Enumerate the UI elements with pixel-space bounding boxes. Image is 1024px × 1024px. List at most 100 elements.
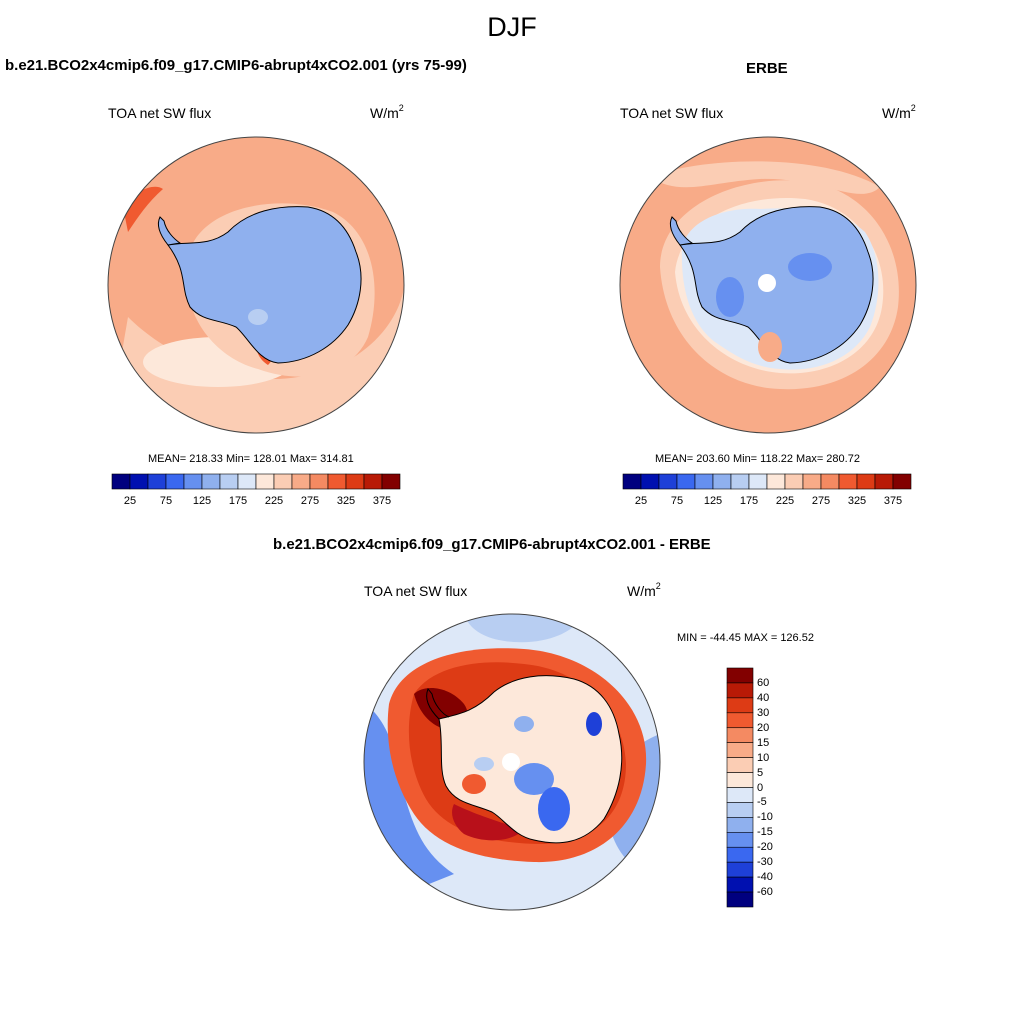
panel2-variable-label: TOA net SW flux <box>620 105 724 121</box>
panel2-units-base: W/m <box>882 105 911 121</box>
panel3-units-exp: 2 <box>655 581 661 591</box>
panel1-colorbar-ticks: 25 75 125 175 225 275 325 375 <box>112 495 400 509</box>
colorbar-tick-label: -15 <box>757 826 773 839</box>
panel2-peninsula <box>669 216 694 246</box>
panel3-antarctica-field <box>439 675 622 843</box>
colorbar-box <box>726 802 754 818</box>
colorbar-box <box>820 473 840 490</box>
colorbar-box <box>726 861 754 878</box>
colorbar-tick-label: 10 <box>757 751 770 764</box>
colorbar-tick-label: 125 <box>192 495 212 507</box>
panel2-orange-patch <box>758 332 782 362</box>
panel1-pale-patch <box>248 309 268 325</box>
panel2-polar-map <box>619 136 917 434</box>
panel3-pole-missing <box>502 753 520 771</box>
colorbar-tick-label: 225 <box>775 495 795 507</box>
colorbar-tick-label: 275 <box>300 495 320 507</box>
colorbar-tick-label: 275 <box>811 495 831 507</box>
panel2-blue-patch <box>788 253 832 281</box>
colorbar-tick-label: 325 <box>847 495 867 507</box>
colorbar-box <box>255 473 275 490</box>
panel1-units-base: W/m <box>370 105 399 121</box>
colorbar-box <box>219 473 239 490</box>
colorbar-box <box>363 473 383 490</box>
colorbar-box <box>726 697 754 714</box>
panel3-pale-north <box>464 614 584 643</box>
panel3-peninsula-coast <box>426 688 450 720</box>
colorbar-tick-label: 5 <box>757 766 764 779</box>
panel1-light-band <box>108 287 404 433</box>
colorbar-box <box>730 473 750 490</box>
colorbar-box <box>129 473 149 490</box>
panel1-stats: MEAN= 218.33 Min= 128.01 Max= 314.81 <box>148 453 354 465</box>
panel2-blue-patch <box>716 277 744 317</box>
colorbar-tick-label: 25 <box>634 495 648 507</box>
colorbar-box <box>726 832 754 848</box>
colorbar-box <box>874 473 894 490</box>
colorbar-box <box>381 473 401 490</box>
colorbar-box <box>183 473 203 490</box>
colorbar-box <box>291 473 311 490</box>
panel3-minmax: MIN = -44.45 MAX = 126.52 <box>677 632 814 644</box>
colorbar-box <box>892 473 912 490</box>
colorbar-box <box>694 473 714 490</box>
panel3-red-patch <box>462 774 486 794</box>
panel3-blue-patch <box>514 763 554 795</box>
colorbar-tick-label: 175 <box>739 495 759 507</box>
panel1-variable-label: TOA net SW flux <box>108 105 212 121</box>
colorbar-box <box>726 757 754 773</box>
colorbar-box <box>147 473 167 490</box>
colorbar-tick-label: -60 <box>757 886 773 899</box>
panel3-blue-patch <box>474 757 494 771</box>
colorbar-box <box>345 473 365 490</box>
panel2-stats: MEAN= 203.60 Min= 118.22 Max= 280.72 <box>655 453 860 465</box>
colorbar-box <box>726 712 754 729</box>
panel3-blue-patch <box>514 716 534 732</box>
colorbar-box <box>726 891 754 908</box>
colorbar-box <box>712 473 732 490</box>
colorbar-box <box>237 473 257 490</box>
colorbar-tick-label: -40 <box>757 871 773 884</box>
colorbar-tick-label: -10 <box>757 811 773 824</box>
colorbar-box <box>622 473 642 490</box>
panel3-title: b.e21.BCO2x4cmip6.f09_g17.CMIP6-abrupt4x… <box>273 536 711 553</box>
colorbar-tick-label: 25 <box>123 495 137 507</box>
colorbar-box <box>658 473 678 490</box>
panel2-colorbar-ticks: 25 75 125 175 225 275 325 375 <box>623 495 911 509</box>
colorbar-tick-label: 0 <box>757 781 764 794</box>
panel1-polar-map <box>107 136 405 434</box>
panel3-variable-label: TOA net SW flux <box>364 583 468 599</box>
colorbar-tick-label: 325 <box>336 495 356 507</box>
colorbar-box <box>327 473 347 490</box>
colorbar-tick-label: 60 <box>757 676 770 689</box>
panel1-antarctica <box>167 206 362 364</box>
panel3-colorbar-ticks: 60 40 30 20 15 10 5 0 -5 -10 -15 -20 -30 -40 -60 <box>753 668 793 907</box>
colorbar-box <box>165 473 185 490</box>
panel3-coastline <box>438 675 623 844</box>
colorbar-box <box>856 473 876 490</box>
colorbar-tick-label: 125 <box>703 495 723 507</box>
panel1-units: W/m2 <box>370 103 404 121</box>
colorbar-tick-label: -5 <box>757 796 767 809</box>
panel3-blue-patch <box>538 787 570 831</box>
colorbar-tick-label: 20 <box>757 721 770 734</box>
colorbar-box <box>201 473 221 490</box>
colorbar-box <box>640 473 660 490</box>
panel3-darkest-patch <box>452 804 524 841</box>
colorbar-box <box>726 772 754 788</box>
colorbar-box <box>111 473 131 490</box>
panel2-pole-missing <box>758 274 776 292</box>
colorbar-tick-label: -20 <box>757 841 773 854</box>
colorbar-box <box>726 817 754 833</box>
colorbar-tick-label: 40 <box>757 691 770 704</box>
panel2-units: W/m2 <box>882 103 916 121</box>
colorbar-tick-label: 375 <box>883 495 903 507</box>
colorbar-tick-label: 15 <box>757 736 770 749</box>
colorbar-box <box>838 473 858 490</box>
colorbar-box <box>726 727 754 743</box>
colorbar-box <box>784 473 804 490</box>
colorbar-tick-label: 225 <box>264 495 284 507</box>
panel2-antarctica <box>679 206 874 364</box>
panel3-blue-patch <box>586 712 602 736</box>
colorbar-tick-label: 30 <box>757 706 770 719</box>
